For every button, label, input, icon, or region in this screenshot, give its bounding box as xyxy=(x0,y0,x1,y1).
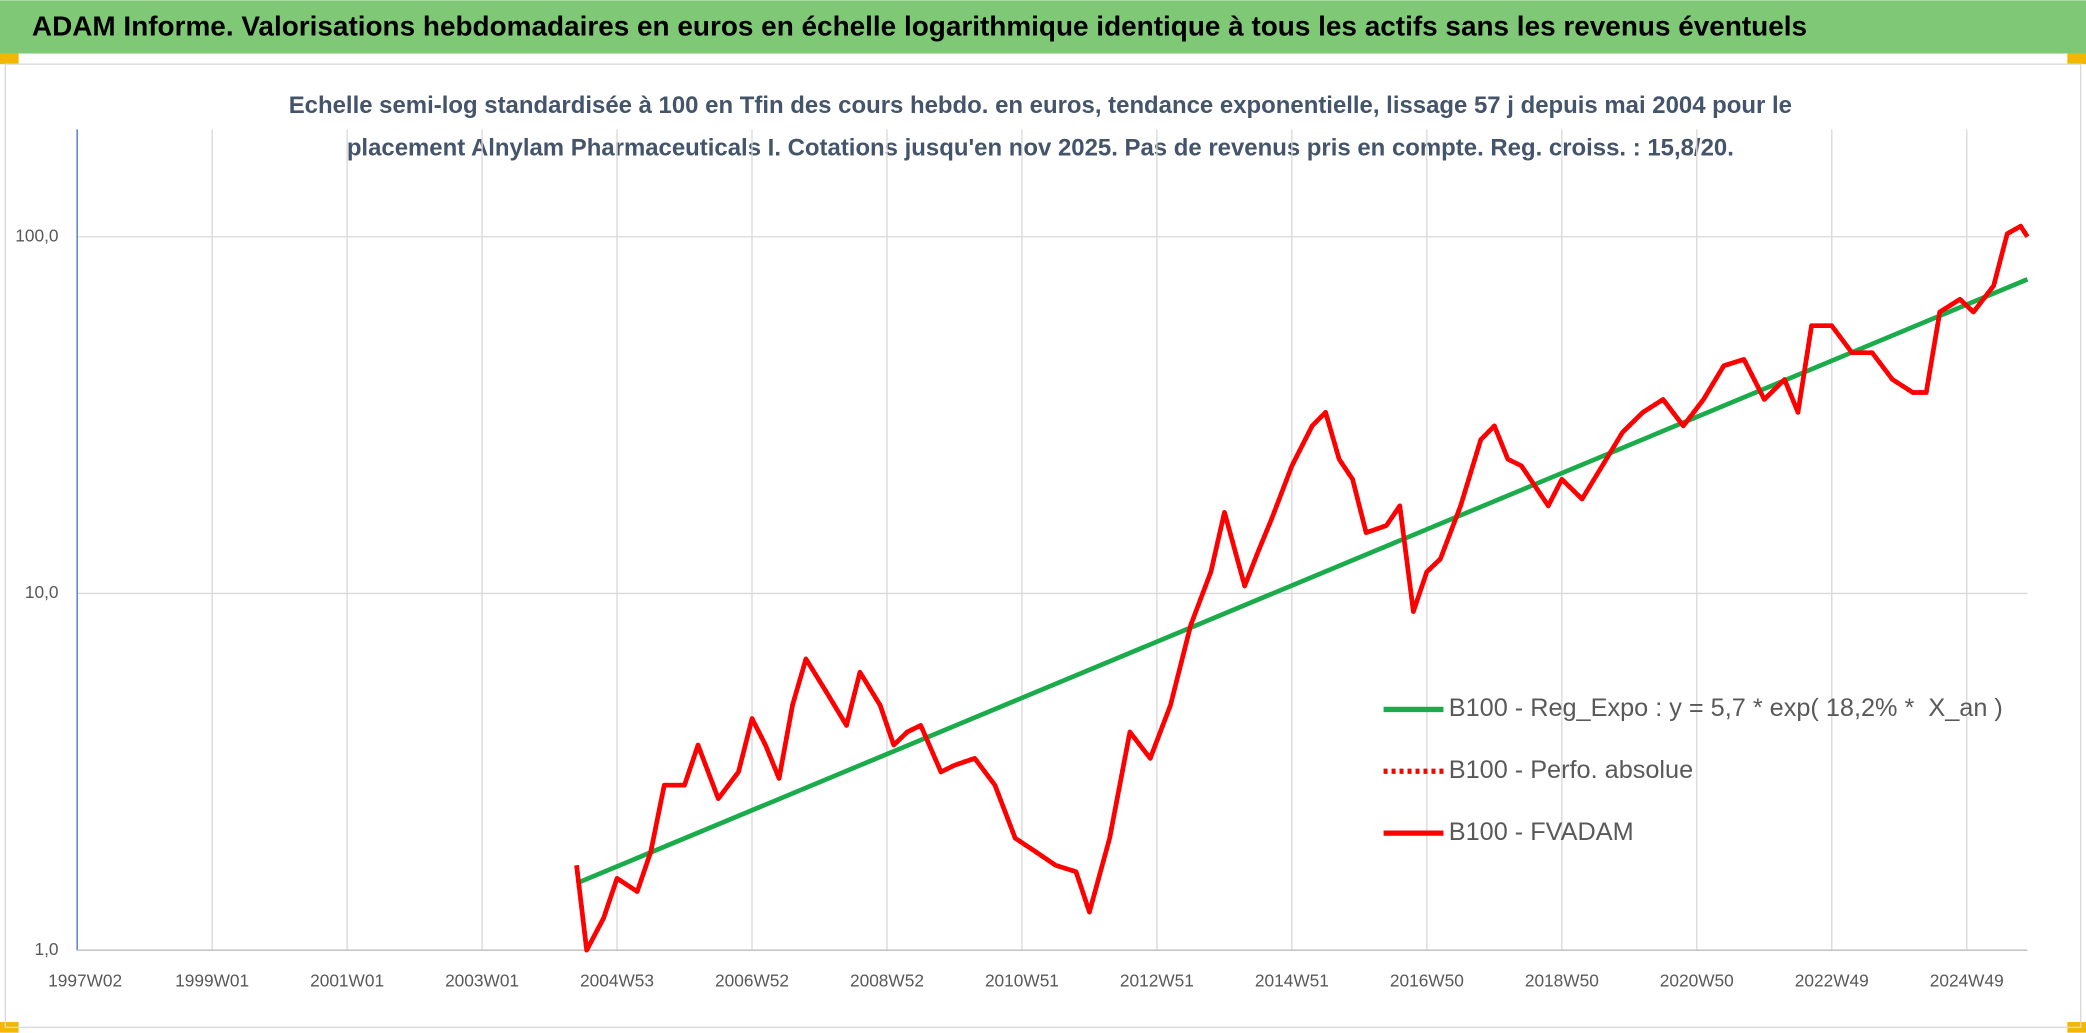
y-tick-label: 10,0 xyxy=(25,582,59,602)
x-tick-label: 2022W49 xyxy=(1795,971,1869,991)
x-tick-label: 2020W50 xyxy=(1660,971,1734,991)
corner xyxy=(0,53,19,65)
page-title: ADAM Informe. Valorisations hebdomadaire… xyxy=(32,11,1807,42)
header-band xyxy=(0,0,2086,54)
x-tick-label: 2024W49 xyxy=(1930,971,2004,991)
corner xyxy=(2067,53,2086,65)
chart-subtitle: placement Alnylam Pharmaceuticals I. Cot… xyxy=(347,135,1734,162)
x-tick-label: 2014W51 xyxy=(1255,971,1329,991)
x-tick-label: 2008W52 xyxy=(850,971,924,991)
x-tick-label: 2012W51 xyxy=(1120,971,1194,991)
x-tick-label: 1999W01 xyxy=(175,971,249,991)
x-tick-label: 2003W01 xyxy=(445,971,519,991)
x-tick-label: 2004W53 xyxy=(580,971,654,991)
legend-label: B100 - FVADAM xyxy=(1449,818,1634,846)
legend-label: B100 - Perfo. absolue xyxy=(1449,756,1693,784)
y-tick-label: 1,0 xyxy=(35,939,59,959)
x-tick-label: 2018W50 xyxy=(1525,971,1599,991)
y-tick-label: 100,0 xyxy=(15,225,58,245)
series-line xyxy=(574,223,2030,953)
legend-label: B100 - Reg_Expo : y = 5,7 * exp( 18,2% *… xyxy=(1449,694,2003,722)
chart-subtitle: Echelle semi-log standardisée à 100 en T… xyxy=(289,92,1792,119)
x-tick-label: 2016W50 xyxy=(1390,971,1464,991)
x-tick-label: 2006W52 xyxy=(715,971,789,991)
x-tick-label: 2010W51 xyxy=(985,971,1059,991)
x-tick-label: 2001W01 xyxy=(310,971,384,991)
plot-frame xyxy=(4,63,2082,1029)
x-tick-label: 1997W02 xyxy=(48,971,122,991)
plot-area: 1,0 10,0 100,0 1997W02 1999W01 2001W01 2003W01… xyxy=(15,129,2030,991)
